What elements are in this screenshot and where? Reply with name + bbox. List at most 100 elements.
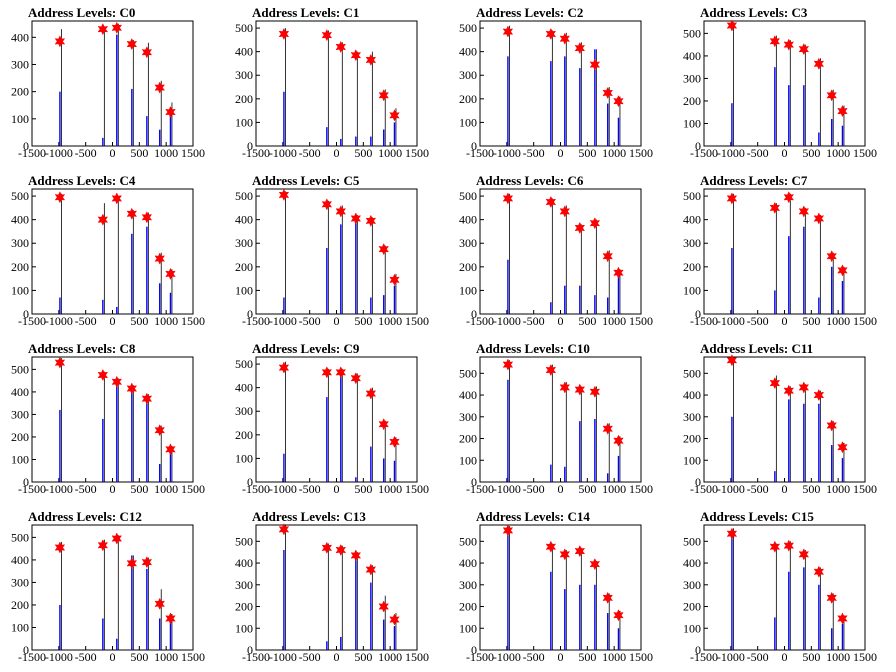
y-tick-label: 200: [459, 260, 477, 274]
x-tick-label: -1500: [690, 650, 718, 664]
peak-marker: [826, 89, 838, 102]
x-tick-label: 1500: [853, 146, 877, 160]
peak-marker: [502, 358, 514, 371]
x-tick-label: 0: [334, 314, 340, 328]
y-tick-label: 0: [23, 643, 29, 657]
peak-marker: [389, 109, 400, 122]
x-tick-label: 1500: [629, 146, 653, 160]
x-tick-label: -500: [747, 650, 769, 664]
peak-marker: [378, 600, 390, 613]
chart-title: Address Levels: C7: [700, 173, 808, 188]
x-tick-label: -500: [523, 146, 545, 160]
plot-frame: [31, 524, 194, 651]
peak-marker: [154, 81, 166, 94]
x-tick-label: 1000: [378, 314, 402, 328]
x-tick-label: 1000: [602, 650, 626, 664]
x-tick-label: -1500: [242, 482, 270, 496]
chart-svg: -1500-1000 -500 0 500 1000 1500 0 100 200 300 400 5…: [683, 19, 877, 160]
peak-marker: [589, 58, 601, 71]
x-tick-label: 1500: [181, 482, 205, 496]
peak-marker: [126, 382, 138, 395]
peak-marker: [126, 207, 138, 220]
peak-marker: [97, 539, 109, 552]
peak-marker: [826, 591, 838, 604]
x-tick-label: -1500: [690, 146, 718, 160]
x-tick-label: -500: [747, 482, 769, 496]
peak-marker: [769, 376, 781, 390]
x-tick-label: -1500: [18, 650, 46, 664]
x-tick-label: -1500: [690, 314, 718, 328]
x-tick-label: -1000: [493, 650, 521, 664]
plot-frame: [703, 356, 866, 483]
peak-marker: [813, 212, 825, 225]
peak-marker: [589, 217, 601, 230]
y-tick-label: 400: [11, 553, 29, 567]
chart-title: Address Levels: C2: [476, 5, 584, 20]
x-tick-label: 0: [110, 650, 116, 664]
chart-svg: -1500-1000 -500 0 500 1000 1500 0 100 200 300 400 5…: [683, 354, 877, 496]
peak-marker: [350, 549, 362, 562]
peak-marker: [559, 205, 571, 218]
y-tick-label: 500: [683, 189, 701, 203]
peak-marker: [111, 375, 123, 388]
x-tick-label: 0: [334, 146, 340, 160]
x-tick-label: -1500: [466, 146, 494, 160]
y-tick-label: 100: [459, 115, 477, 129]
x-tick-label: 500: [130, 146, 148, 160]
x-tick-label: -1000: [493, 146, 521, 160]
x-tick-label: -1000: [717, 314, 745, 328]
chart-svg: -1500-1000 -500 0 500 1000 1500 0 100 200 300 400 5…: [11, 188, 205, 328]
peak-marker: [613, 95, 624, 108]
chart-title: Address Levels: C1: [252, 5, 360, 20]
chart-title: Address Levels: C15: [700, 509, 814, 524]
y-tick-label: 100: [235, 115, 253, 129]
peak-marker: [126, 557, 138, 570]
peak-marker: [141, 392, 153, 405]
x-tick-label: -1000: [717, 146, 745, 160]
x-tick-label: 1000: [378, 482, 402, 496]
peak-marker: [726, 19, 738, 32]
peak-marker: [559, 548, 571, 561]
peak-marker: [126, 37, 138, 51]
y-tick-label: 400: [235, 381, 253, 395]
y-tick-label: 100: [683, 621, 701, 635]
peak-marker: [141, 46, 153, 59]
peak-marker: [278, 361, 290, 374]
y-tick-label: 100: [235, 283, 253, 297]
x-tick-label: 1000: [154, 146, 178, 160]
x-tick-label: -500: [75, 650, 97, 664]
x-tick-label: 0: [110, 314, 116, 328]
chart-svg: -1500-1000 -500 0 500 1000 1500 0 100 200 300 400 5…: [459, 524, 653, 664]
y-tick-label: 200: [11, 598, 29, 612]
chart-panel: -1500 -1000 -500 0 500 1000 1500 0 100 200 300 400 5…: [672, 336, 896, 504]
x-tick-label: 0: [782, 314, 788, 328]
peak-marker: [141, 211, 153, 224]
plot-frame: [479, 188, 642, 315]
x-tick-label: 1000: [154, 314, 178, 328]
x-tick-label: 1000: [826, 482, 850, 496]
x-tick-label: 500: [130, 482, 148, 496]
chart-panel: -1500 -1000 -500 0 500 1000 1500 0 100 200 300 400 5…: [0, 168, 224, 336]
chart-title: Address Levels: C14: [476, 509, 590, 524]
chart-panel: -1500 -1000 -500 0 500 1000 1500 0 100 200 300 400 5…: [672, 0, 896, 168]
peak-marker: [97, 23, 109, 36]
y-tick-label: 300: [11, 57, 29, 71]
y-tick-label: 100: [11, 283, 29, 297]
plot-frame: [255, 20, 418, 147]
y-tick-label: 300: [11, 407, 29, 421]
x-tick-label: -1000: [493, 482, 521, 496]
y-tick-label: 300: [683, 71, 701, 85]
peak-marker: [589, 558, 601, 571]
y-tick-label: 100: [683, 116, 701, 130]
y-tick-label: 100: [683, 283, 701, 297]
x-tick-label: -1500: [466, 650, 494, 664]
peak-marker: [559, 32, 571, 45]
peak-marker: [321, 198, 333, 211]
y-tick-label: 300: [235, 578, 253, 592]
x-tick-label: -1500: [466, 314, 494, 328]
y-tick-label: 300: [459, 236, 477, 250]
chart-panel: -1500 -1000 -500 0 500 1000 1500 0 100 200 300 400 A…: [0, 0, 224, 168]
y-tick-label: 0: [247, 643, 253, 657]
peak-marker: [769, 201, 781, 214]
y-tick-label: 100: [459, 283, 477, 297]
